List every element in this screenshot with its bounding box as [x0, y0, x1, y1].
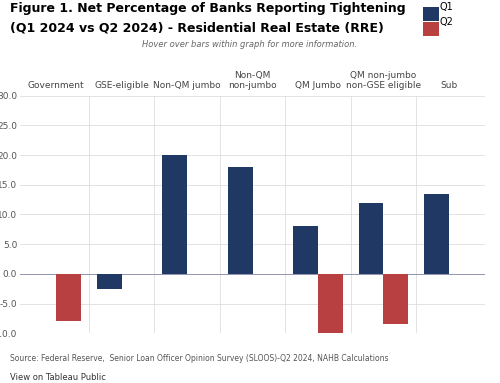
Text: Q2: Q2 [440, 17, 454, 27]
Text: (Q1 2024 vs Q2 2024) - Residential Real Estate (RRE): (Q1 2024 vs Q2 2024) - Residential Real … [10, 21, 384, 34]
Text: Source: Federal Reserve,  Senior Loan Officer Opinion Survey (SLOOS)-Q2 2024, NA: Source: Federal Reserve, Senior Loan Off… [10, 354, 388, 363]
Bar [384, 274, 408, 324]
Bar [96, 274, 122, 289]
Text: Hover over bars within graph for more information.: Hover over bars within graph for more in… [142, 40, 358, 49]
Bar [293, 226, 318, 274]
Bar [318, 274, 343, 351]
Bar [56, 274, 81, 321]
Bar [162, 155, 187, 274]
Text: Q1: Q1 [440, 2, 454, 12]
Text: View on Tableau Public: View on Tableau Public [10, 373, 106, 382]
Text: Figure 1. Net Percentage of Banks Reporting Tightening: Figure 1. Net Percentage of Banks Report… [10, 2, 406, 15]
Bar [358, 203, 384, 274]
Bar [228, 167, 252, 274]
Bar [424, 194, 449, 274]
